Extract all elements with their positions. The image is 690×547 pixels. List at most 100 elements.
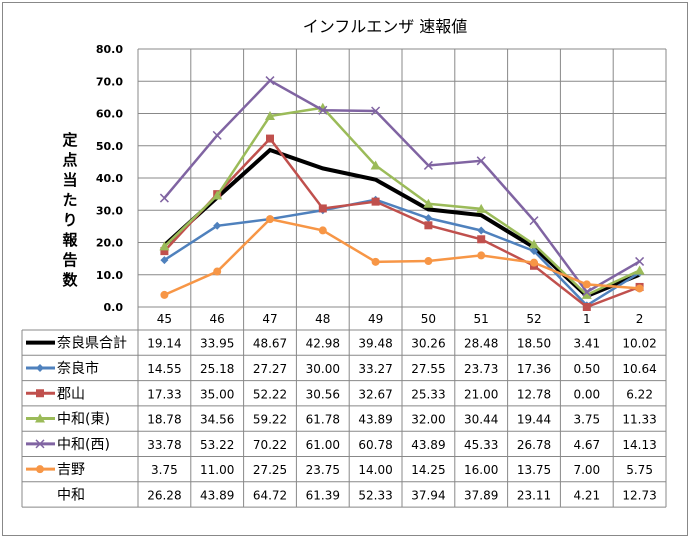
marker-circle xyxy=(160,290,169,299)
series-line-2 xyxy=(163,136,641,309)
table-cell: 5.75 xyxy=(626,463,653,477)
table-cell: 30.56 xyxy=(306,387,340,401)
marker-circle xyxy=(424,257,433,266)
marker-square xyxy=(371,197,380,206)
marker-x xyxy=(212,130,222,140)
table-cell: 25.33 xyxy=(411,387,445,401)
series-line-1 xyxy=(163,198,641,307)
y-axis-label-char: 定 xyxy=(62,131,77,149)
legend-label: 中和(東) xyxy=(57,412,110,428)
table-cell: 12.73 xyxy=(622,488,656,502)
table-cell: 52.33 xyxy=(358,488,392,502)
marker-triangle xyxy=(476,203,487,213)
y-tick-label: 10.0 xyxy=(96,269,123,282)
legend-label: 奈良市 xyxy=(57,360,99,377)
y-axis-label-char: 点 xyxy=(62,151,77,169)
table-cell: 7.00 xyxy=(573,463,600,477)
y-axis-label-char: 告 xyxy=(62,251,77,269)
marker-square xyxy=(266,134,274,143)
marker-x xyxy=(582,287,592,297)
legend-label: 吉野 xyxy=(57,462,85,478)
table-cell: 53.22 xyxy=(200,438,234,452)
marker-diamond xyxy=(530,247,538,256)
marker-diamond xyxy=(213,221,222,230)
table-cell: 27.55 xyxy=(411,362,445,376)
table-cell: 19.14 xyxy=(147,337,181,351)
table-cell: 27.27 xyxy=(253,362,287,376)
table-cell: 61.78 xyxy=(306,413,340,427)
marker-triangle xyxy=(529,239,539,249)
marker-circle xyxy=(36,465,44,474)
x-tick-label: 48 xyxy=(315,312,330,326)
table-cell: 70.22 xyxy=(253,438,287,452)
marker-circle xyxy=(477,251,486,260)
table-cell: 19.44 xyxy=(517,413,551,427)
y-axis-label-char: 当 xyxy=(62,171,77,189)
legend-label: 中和 xyxy=(57,487,85,503)
table-cell: 25.18 xyxy=(200,362,234,376)
table-cell: 3.41 xyxy=(573,337,600,351)
marker-square xyxy=(477,235,486,244)
marker-square xyxy=(36,389,44,398)
series-line-5 xyxy=(163,217,640,297)
y-tick-label: 0.0 xyxy=(104,301,124,314)
y-tick-label: 70.0 xyxy=(96,75,123,88)
series-line-3 xyxy=(163,106,641,297)
chart-border xyxy=(2,2,688,536)
y-tick-label: 30.0 xyxy=(96,204,123,217)
table-cell: 26.28 xyxy=(147,488,181,502)
table-cell: 43.89 xyxy=(200,488,234,502)
table-cell: 43.89 xyxy=(358,413,392,427)
marker-x xyxy=(35,439,45,449)
table-cell: 32.00 xyxy=(411,413,445,427)
marker-diamond xyxy=(424,214,433,223)
marker-x xyxy=(159,193,169,203)
table-cell: 4.21 xyxy=(573,488,600,502)
table-cell: 30.26 xyxy=(411,337,445,351)
legend-label: 郡山 xyxy=(57,386,85,402)
y-tick-label: 60.0 xyxy=(96,108,123,121)
table-cell: 11.33 xyxy=(622,413,656,427)
legend-label: 中和(西) xyxy=(57,437,110,453)
marker-circle xyxy=(266,215,274,224)
marker-triangle xyxy=(634,265,645,275)
table-cell: 18.50 xyxy=(517,337,551,351)
marker-x xyxy=(529,216,539,226)
table-cell: 33.95 xyxy=(200,337,234,351)
table-cell: 21.00 xyxy=(464,387,498,401)
table-cell: 33.27 xyxy=(358,362,392,376)
y-tick-label: 40.0 xyxy=(96,172,123,185)
marker-triangle xyxy=(159,241,170,251)
y-tick-label: 80.0 xyxy=(96,43,123,56)
x-tick-label: 2 xyxy=(636,312,644,326)
y-axis-label-char: り xyxy=(62,211,77,229)
table-cell: 23.11 xyxy=(517,488,551,502)
table-cell: 11.00 xyxy=(200,463,234,477)
marker-circle xyxy=(371,257,380,266)
table-cell: 16.00 xyxy=(464,463,498,477)
table-cell: 18.78 xyxy=(147,413,181,427)
table-cell: 14.00 xyxy=(358,463,392,477)
marker-square xyxy=(160,247,169,256)
marker-triangle xyxy=(370,160,381,170)
table-cell: 60.78 xyxy=(358,438,392,452)
table-cell: 6.22 xyxy=(626,387,653,401)
table-cell: 52.22 xyxy=(253,387,287,401)
x-tick-label: 46 xyxy=(210,312,225,326)
x-tick-label: 47 xyxy=(262,312,277,326)
x-tick-label: 51 xyxy=(474,312,489,326)
marker-x xyxy=(476,156,486,166)
marker-circle xyxy=(582,280,591,289)
marker-x xyxy=(423,160,433,170)
table-cell: 33.78 xyxy=(147,438,181,452)
table-cell: 30.00 xyxy=(306,362,340,376)
marker-diamond xyxy=(477,226,486,235)
marker-triangle xyxy=(423,198,434,208)
table-cell: 32.67 xyxy=(358,387,392,401)
marker-x xyxy=(265,76,275,86)
marker-triangle xyxy=(265,111,275,121)
marker-triangle xyxy=(35,413,45,423)
table-cell: 39.48 xyxy=(358,337,392,351)
chart-title: インフルエンザ 速報値 xyxy=(303,17,468,36)
